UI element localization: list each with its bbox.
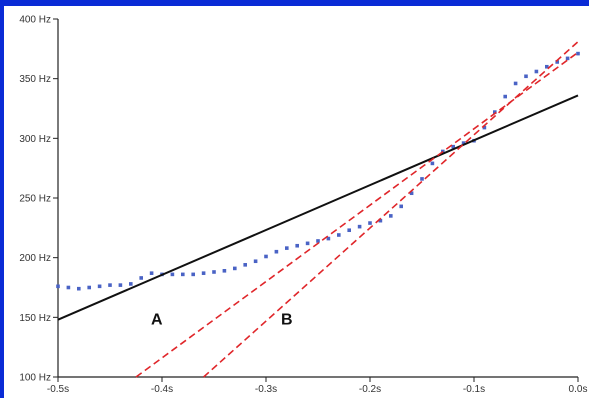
series-0-points [56,51,580,291]
data-point [357,224,362,229]
data-point [253,259,258,264]
data-point [337,233,341,237]
y-tick-label: 300 Hz [19,134,51,145]
x-tick-label: -0.5s [47,384,69,395]
data-point [503,94,507,99]
x-tick-label: -0.4s [151,384,173,395]
data-point [201,271,206,275]
data-point [378,218,383,223]
data-point [149,271,154,275]
data-point [66,285,71,290]
series-2-line [135,51,579,378]
data-point [129,282,133,286]
annotation-label: A [151,311,163,328]
data-point [264,254,268,259]
data-point [97,284,102,289]
x-tick-label: -0.1s [463,384,485,395]
data-point [555,60,559,64]
y-tick-label: 350 Hz [19,74,51,85]
data-point [181,272,185,277]
y-tick-label: 150 Hz [19,313,51,324]
data-point [565,56,570,61]
y-tick-label: 200 Hz [19,253,51,264]
data-point [316,239,320,243]
data-point [347,228,351,233]
data-point [482,125,487,130]
series-3-line [203,41,579,378]
data-point [285,246,289,250]
data-point [305,241,310,246]
data-point [409,191,414,196]
data-point [233,266,237,271]
x-tick-label: -0.2s [359,384,381,395]
data-point [451,144,455,149]
x-tick-label: 0.0s [569,384,588,395]
y-tick-label: 250 Hz [19,194,51,205]
chart-axes: 100 Hz 150 Hz 200 Hz 250 Hz 300 Hz 350 Hz 400 … [19,15,587,396]
data-point [191,272,195,277]
data-point [513,81,518,86]
data-point [493,110,497,114]
data-point [534,69,539,74]
data-point [545,64,549,69]
data-point [430,161,435,166]
data-point [461,141,466,145]
data-point [170,272,175,277]
data-point [326,236,331,241]
data-point [108,283,112,287]
data-point [56,284,60,289]
data-point [243,263,247,267]
data-point [295,243,299,248]
data-point [139,276,143,280]
data-point [77,286,81,291]
data-point [87,285,91,290]
data-point [399,204,403,209]
data-point [524,74,528,79]
y-tick-label: 400 Hz [19,15,51,26]
line-chart: 100 Hz 150 Hz 200 Hz 250 Hz 300 Hz 350 Hz 400 … [19,15,587,396]
data-point [118,283,123,287]
series-layer [56,41,580,378]
y-tick-label: 100 Hz [19,373,51,384]
series-1-line [57,94,579,321]
data-point [274,249,279,254]
x-tick-label: -0.3s [255,384,277,395]
data-point [576,51,580,56]
data-point [420,177,424,181]
data-point [368,221,372,225]
data-point [389,214,393,218]
annotation-label: B [281,311,293,328]
data-point [212,270,216,274]
data-point [222,268,227,273]
